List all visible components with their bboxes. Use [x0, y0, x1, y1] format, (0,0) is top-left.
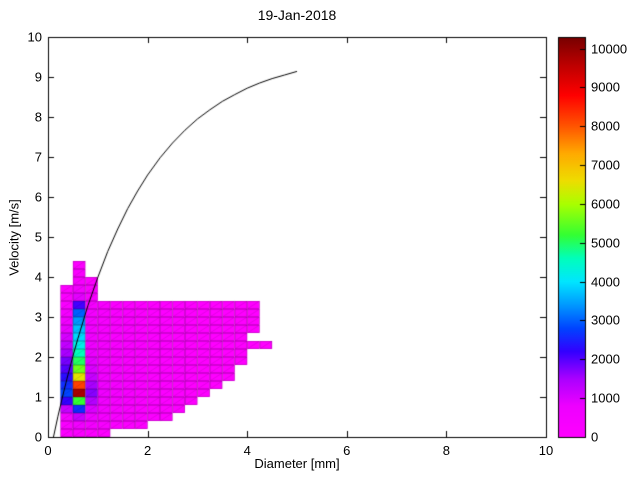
- y-tick-label: 5: [34, 229, 42, 245]
- colorbar-tick-label: 0: [591, 429, 599, 445]
- x-tick-label: 6: [343, 443, 351, 458]
- y-axis-label: Velocity [m/s]: [6, 199, 22, 276]
- y-tick-label: 1: [34, 389, 42, 405]
- y-tick-label: 4: [34, 269, 42, 285]
- colorbar-tick-label: 4000: [591, 274, 620, 290]
- colorbar-tick-label: 1000: [591, 390, 620, 406]
- y-tick-label: 6: [34, 189, 42, 205]
- y-tick-label: 2: [34, 349, 42, 365]
- y-tick-label: 9: [34, 69, 42, 85]
- x-tick-label: 10: [538, 443, 554, 458]
- y-tick-label: 10: [27, 29, 42, 45]
- x-tick-label: 4: [243, 443, 251, 458]
- colorbar-tick-label: 6000: [591, 196, 620, 212]
- colorbar-tick-label: 2000: [591, 351, 620, 367]
- colorbar-tick-label: 7000: [591, 157, 620, 173]
- x-tick-label: 2: [143, 443, 152, 458]
- colorbar-tick-label: 9000: [591, 79, 620, 95]
- colorbar-tick-label: 10000: [591, 41, 628, 57]
- colorbar-tick-label: 8000: [591, 118, 620, 134]
- y-tick-label: 7: [34, 149, 42, 165]
- y-tick-label: 0: [34, 429, 42, 445]
- y-tick-label: 3: [34, 309, 42, 325]
- x-tick-label: 0: [44, 443, 52, 458]
- y-tick-label: 8: [34, 109, 42, 125]
- colorbar-tick-label: 3000: [591, 312, 620, 328]
- x-axis-label: Diameter [mm]: [254, 456, 340, 471]
- chart-title: 19-Jan-2018: [257, 7, 337, 23]
- x-tick-label: 8: [442, 443, 451, 458]
- colorbar-tick-label: 5000: [591, 235, 620, 251]
